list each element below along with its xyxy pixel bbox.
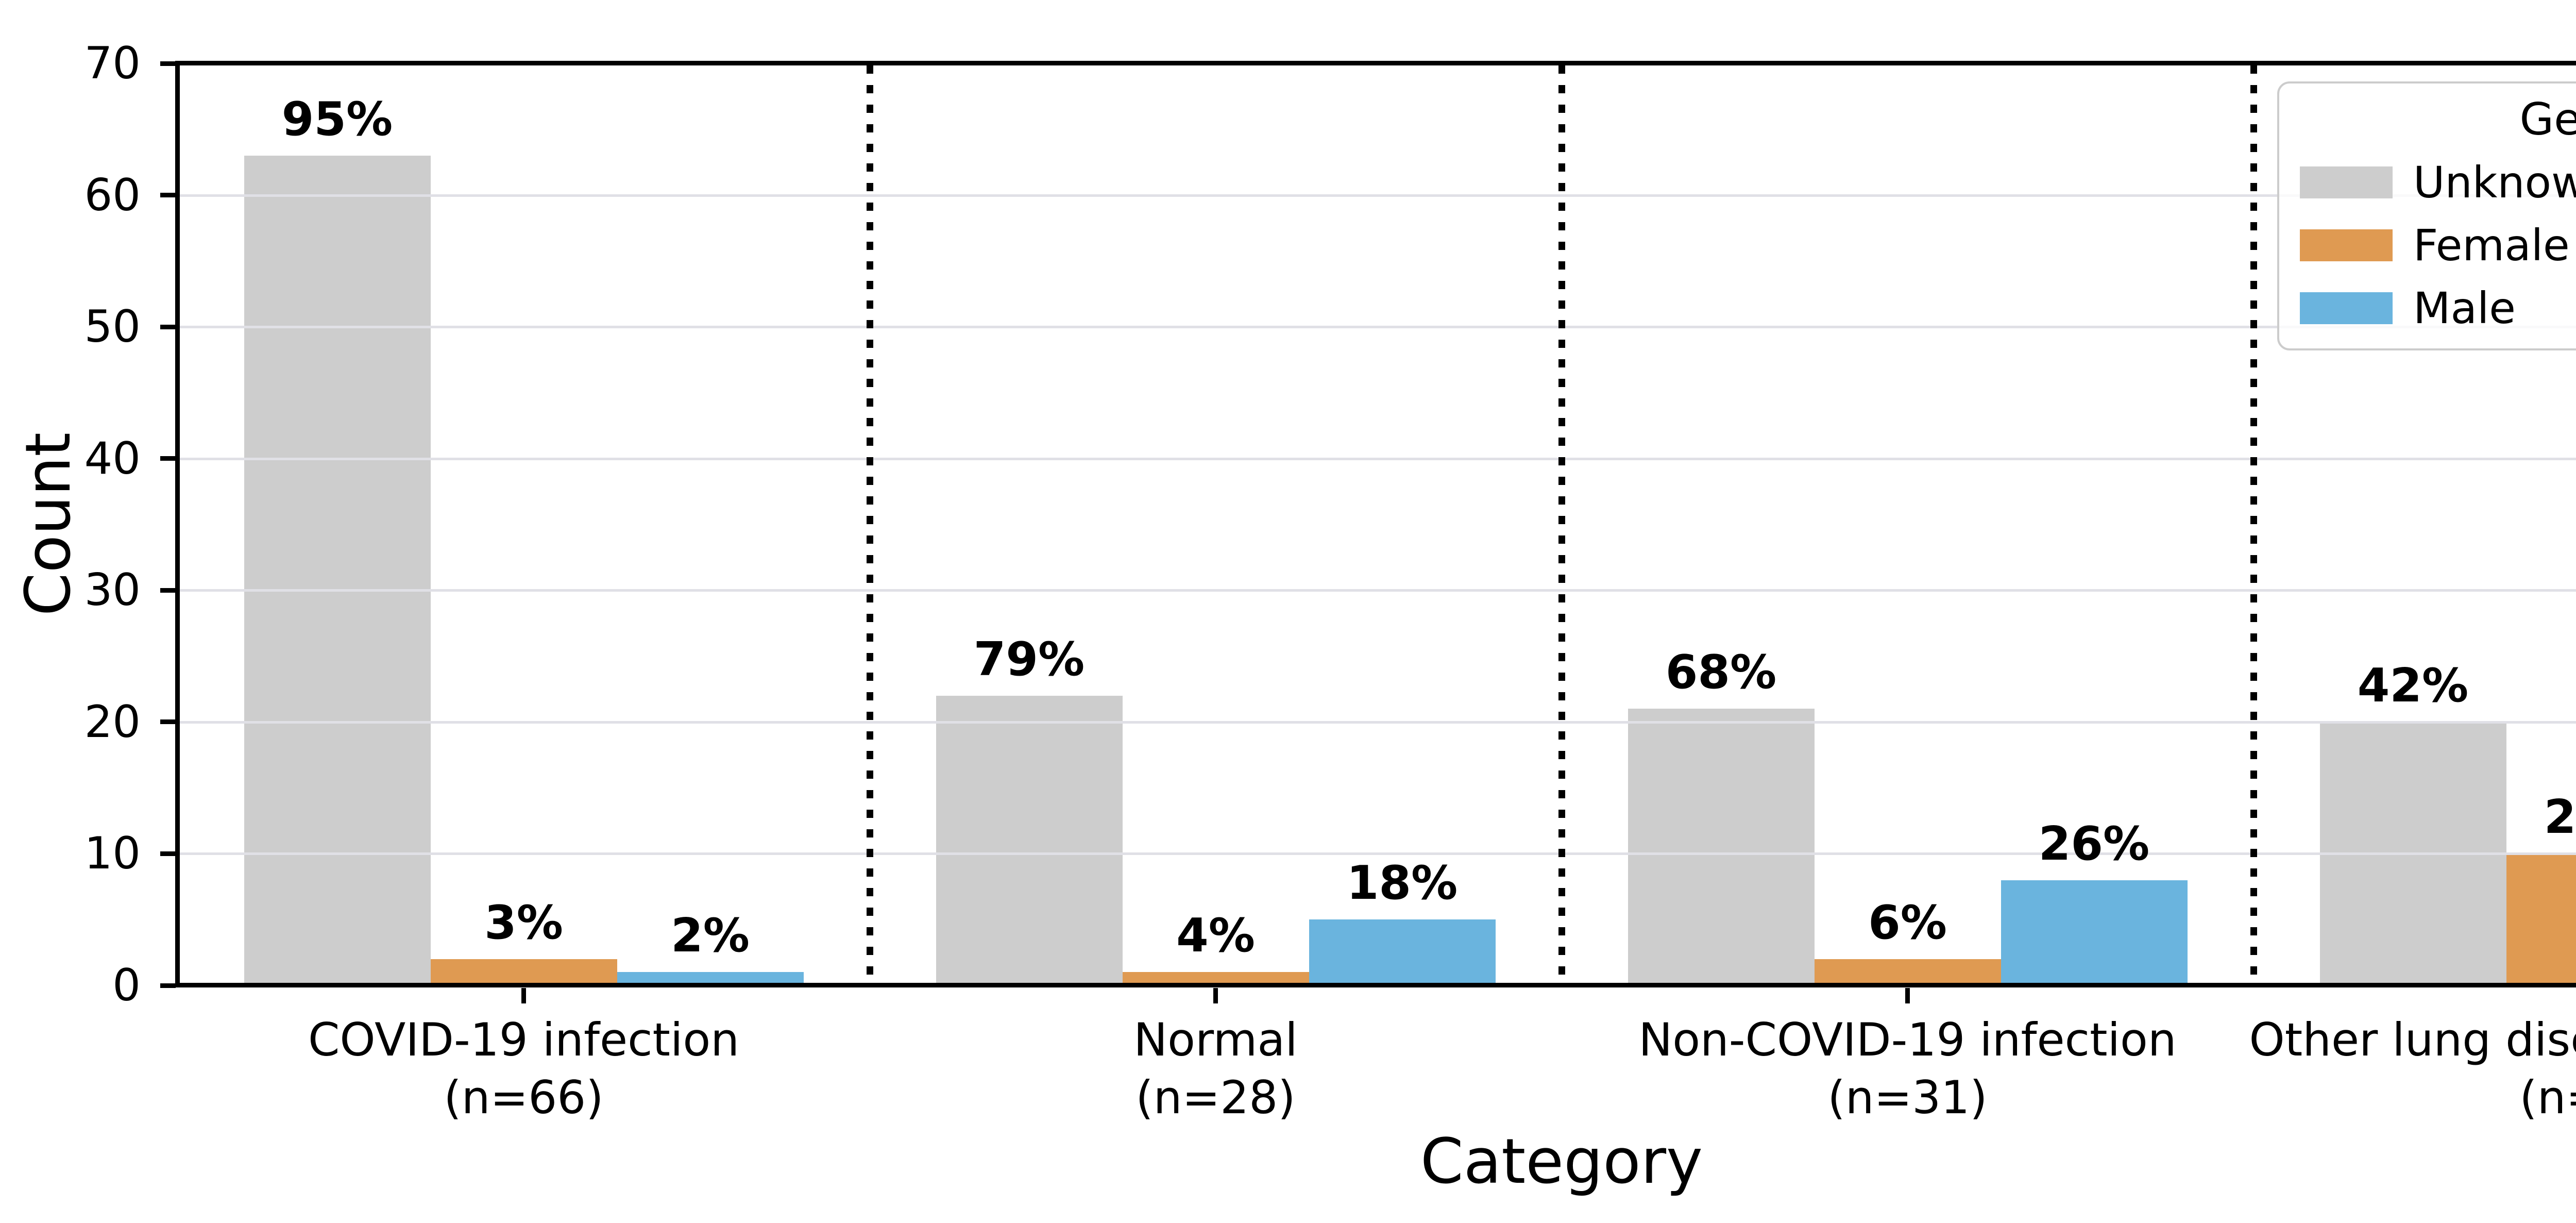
gridline-y-40 <box>180 457 2576 460</box>
bar-pct-label-cat1-s0: 79% <box>973 632 1085 686</box>
legend-swatch-icon <box>2300 166 2393 198</box>
category-n: (n=31) <box>1827 1071 1988 1124</box>
x-tick-label-3: Other lung diseases/conditions(n=48) <box>2084 1011 2576 1127</box>
gridline-y-50 <box>180 326 2576 329</box>
legend-swatch-icon <box>2300 292 2393 324</box>
bar-pct-label-cat2-s2: 26% <box>2038 816 2150 871</box>
legend-label: Male <box>2413 283 2516 333</box>
gridline-y-10 <box>180 852 2576 856</box>
y-tick-label-60: 60 <box>84 169 141 221</box>
bar-pct-label-cat0-s0: 95% <box>281 92 393 146</box>
bar-pct-label-cat0-s1: 3% <box>484 895 563 950</box>
bar-male-cat2 <box>2001 880 2188 985</box>
x-tick-label-2: Non-COVID-19 infection (n=31) <box>1393 1011 2423 1127</box>
y-tick-mark-60 <box>160 193 176 198</box>
category-name: Other lung diseases/conditions <box>2249 1013 2576 1066</box>
legend-row-unknown: Unknown - not reported <box>2300 157 2576 208</box>
y-tick-label-0: 0 <box>112 960 141 1011</box>
category-separator-3 <box>2250 65 2257 983</box>
y-tick-label-70: 70 <box>84 38 141 89</box>
bar-unknown-cat2 <box>1628 709 1815 985</box>
legend-swatch-icon <box>2300 229 2393 261</box>
bar-unknown-cat1 <box>936 695 1123 985</box>
x-tick-mark-1 <box>1213 988 1218 1003</box>
bar-pct-label-cat3-s0: 42% <box>2357 658 2469 713</box>
category-n: (n=48) <box>2519 1071 2576 1124</box>
x-tick-label-1: Normal (n=28) <box>701 1011 1731 1127</box>
legend: Gender Unknown - not reported Female Male <box>2277 81 2576 350</box>
bar-male-cat0 <box>617 972 804 985</box>
bar-pct-label-cat2-s1: 6% <box>1868 895 1947 950</box>
x-tick-mark-2 <box>1905 988 1910 1003</box>
x-axis-title: Category <box>1420 1126 1703 1198</box>
category-separator-2 <box>1558 65 1565 983</box>
y-tick-mark-10 <box>160 851 176 856</box>
y-tick-mark-50 <box>160 324 176 329</box>
y-tick-label-10: 10 <box>84 828 141 880</box>
y-tick-mark-40 <box>160 456 176 461</box>
x-tick-mark-0 <box>521 988 526 1003</box>
y-tick-label-40: 40 <box>84 432 141 484</box>
gridline-y-30 <box>180 589 2576 592</box>
y-tick-label-50: 50 <box>84 301 141 353</box>
category-name: COVID-19 infection <box>308 1013 740 1066</box>
legend-title: Gender <box>2519 94 2576 145</box>
category-n: (n=28) <box>1136 1071 1296 1124</box>
gridline-y-20 <box>180 721 2576 724</box>
bar-female-cat3 <box>2506 853 2576 985</box>
x-tick-label-0: COVID-19 infection (n=66) <box>9 1011 1039 1127</box>
legend-items: Unknown - not reported Female Male <box>2300 157 2576 334</box>
legend-label: Unknown - not reported <box>2413 157 2576 208</box>
gridline-y-60 <box>180 194 2576 197</box>
bar-pct-label-cat2-s0: 68% <box>1665 645 1777 700</box>
bar-female-cat1 <box>1122 972 1309 985</box>
y-tick-mark-30 <box>160 588 176 593</box>
y-tick-label-30: 30 <box>84 564 141 616</box>
category-separator-1 <box>866 65 873 983</box>
y-tick-label-20: 20 <box>84 696 141 748</box>
bar-unknown-cat0 <box>244 155 431 985</box>
bar-female-cat0 <box>430 959 617 985</box>
y-tick-mark-70 <box>160 61 176 66</box>
category-name: Normal <box>1133 1013 1298 1066</box>
bar-pct-label-cat1-s1: 4% <box>1176 909 1255 963</box>
legend-row-male: Male <box>2300 282 2576 334</box>
bar-female-cat2 <box>1814 959 2001 985</box>
bar-pct-label-cat3-s1: 21% <box>2544 790 2576 845</box>
bar-male-cat1 <box>1309 919 1496 985</box>
legend-row-female: Female <box>2300 220 2576 271</box>
category-n: (n=66) <box>444 1071 604 1124</box>
legend-label: Female <box>2413 220 2570 271</box>
category-name: Non-COVID-19 infection <box>1638 1013 2177 1066</box>
y-tick-mark-20 <box>160 719 176 725</box>
bar-pct-label-cat1-s2: 18% <box>1346 856 1458 911</box>
bar-pct-label-cat0-s2: 2% <box>671 909 750 963</box>
y-tick-mark-0 <box>160 983 176 988</box>
